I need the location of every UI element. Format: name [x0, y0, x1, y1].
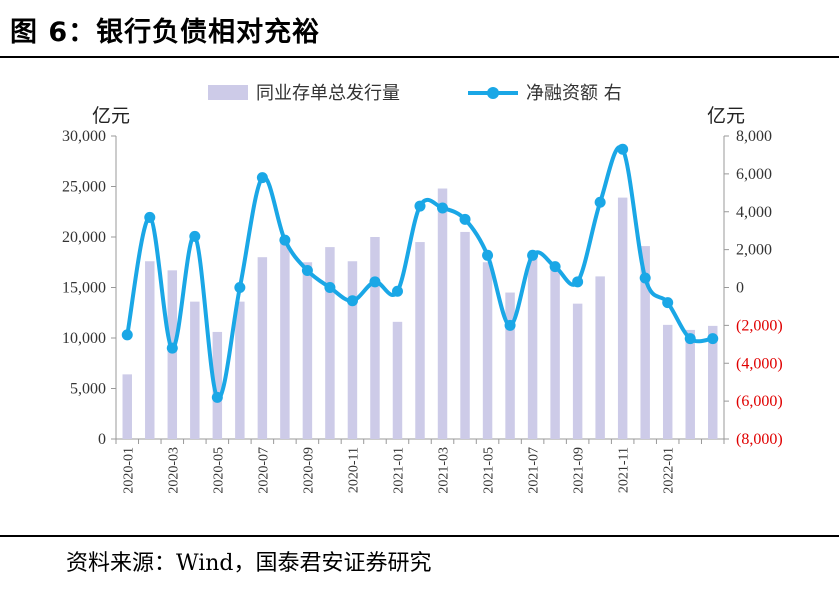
line-point — [391, 285, 403, 297]
left-tick-label: 10,000 — [62, 330, 106, 347]
bar — [235, 301, 245, 439]
line-point — [594, 196, 606, 208]
x-tick-label: 2020-05 — [211, 447, 226, 494]
bar — [662, 324, 673, 439]
legend-bar-label: 同业存单总发行量 — [256, 83, 400, 104]
bar — [392, 321, 403, 439]
bar — [708, 325, 718, 439]
line-point — [527, 249, 539, 261]
source-note: 资料来源：Wind，国泰君安证券研究 — [66, 551, 432, 576]
bar — [685, 329, 695, 439]
x-tick-label: 2021-09 — [572, 447, 587, 494]
right-tick-label: (2,000) — [736, 317, 783, 334]
line-point — [279, 234, 291, 246]
x-tick-label: 2020-01 — [121, 447, 136, 494]
bar — [617, 197, 628, 439]
right-tick-label: 2,000 — [736, 242, 772, 259]
x-tick-label: 2020-03 — [166, 447, 181, 494]
left-tick-label: 5,000 — [70, 381, 106, 398]
line-point — [639, 272, 651, 284]
right-tick-label: 8,000 — [736, 128, 772, 145]
left-unit-label: 亿元 — [92, 105, 130, 127]
left-tick-label: 20,000 — [62, 229, 106, 246]
line-point — [572, 276, 584, 288]
top-rule — [0, 56, 839, 58]
x-tick-label: 2021-11 — [617, 447, 632, 493]
bar — [370, 237, 380, 439]
bar — [190, 301, 200, 439]
right-unit-label: 亿元 — [707, 105, 745, 127]
bar — [145, 261, 155, 439]
right-tick-label: (8,000) — [736, 431, 783, 448]
bar — [212, 331, 223, 439]
bar — [257, 257, 268, 439]
bar — [505, 292, 515, 439]
line-point — [121, 329, 133, 341]
left-tick-label: 30,000 — [62, 128, 106, 145]
x-tick-label: 2021-03 — [437, 447, 452, 494]
line-point — [211, 391, 223, 403]
right-tick-label: 6,000 — [736, 166, 772, 183]
right-tick-label: 0 — [736, 280, 744, 297]
bar — [460, 231, 470, 439]
left-tick-label: 0 — [98, 431, 106, 448]
bar — [550, 269, 560, 439]
bar — [640, 246, 650, 439]
net-financing-line — [125, 145, 714, 400]
line-point — [166, 342, 178, 354]
legend-line-marker — [487, 87, 499, 99]
line-point — [459, 213, 471, 225]
bar — [167, 270, 178, 439]
bar — [122, 374, 132, 439]
line-point — [346, 295, 358, 307]
bar — [415, 242, 425, 439]
bar — [527, 253, 538, 439]
left-tick-label: 25,000 — [62, 179, 106, 196]
line-point — [504, 319, 516, 331]
line-point — [256, 172, 268, 184]
x-tick-label: 2020-11 — [346, 447, 361, 493]
bar — [572, 303, 583, 439]
bar — [347, 261, 358, 439]
line-point — [662, 297, 674, 309]
legend-line-label: 净融资额 右 — [526, 83, 622, 104]
line-point — [144, 211, 156, 223]
line-point — [324, 282, 336, 293]
x-tick-label: 2022-01 — [662, 447, 677, 494]
left-tick-label: 15,000 — [62, 280, 106, 297]
line-point — [684, 333, 696, 345]
line-point — [617, 143, 629, 155]
chart-title: 图 6：银行负债相对充裕 — [10, 17, 321, 48]
line-point — [414, 200, 426, 212]
x-tick-label: 2020-07 — [256, 447, 271, 494]
legend-bar-swatch — [208, 85, 248, 100]
bar — [595, 276, 605, 439]
line-point — [369, 276, 381, 288]
right-tick-label: 4,000 — [736, 204, 772, 221]
x-tick-label: 2021-01 — [391, 447, 406, 494]
bottom-rule — [0, 535, 839, 537]
bar — [437, 188, 448, 439]
line-point — [707, 333, 719, 345]
line-point — [301, 264, 313, 276]
x-tick-label: 2020-09 — [301, 447, 316, 494]
x-tick-label: 2021-05 — [482, 447, 497, 494]
x-tick-label: 2021-07 — [527, 447, 542, 494]
right-tick-label: (4,000) — [736, 355, 783, 372]
bar — [482, 262, 493, 439]
line-point — [189, 230, 201, 242]
line-point — [549, 261, 561, 273]
bar — [325, 247, 335, 439]
bar — [302, 262, 313, 439]
line-point — [234, 282, 246, 293]
line-point — [482, 249, 494, 261]
bar — [280, 237, 290, 439]
line-point — [437, 202, 449, 214]
right-tick-label: (6,000) — [736, 393, 783, 410]
